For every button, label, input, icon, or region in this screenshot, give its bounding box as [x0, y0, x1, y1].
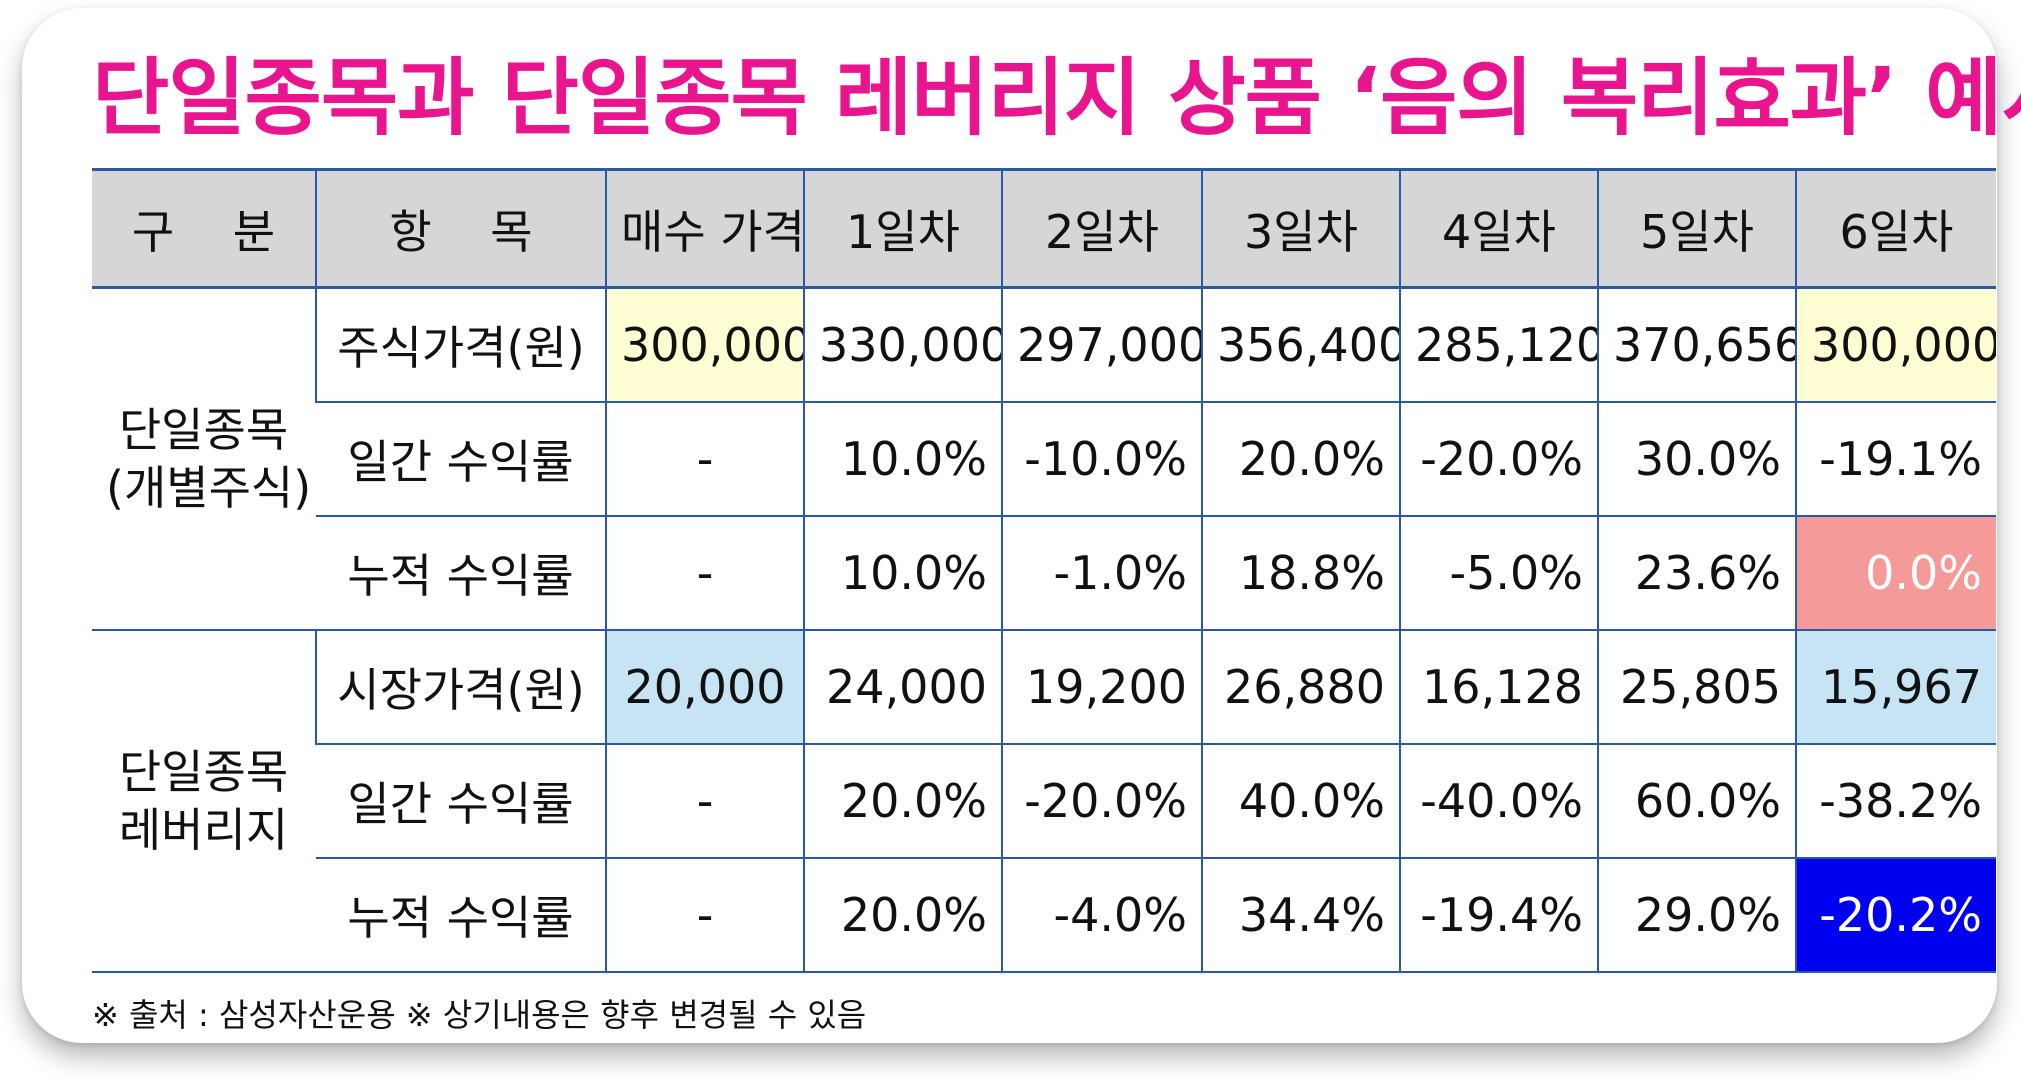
header-cell-day1: 1일차: [803, 168, 1002, 289]
cell-day3: 34.4%: [1201, 856, 1400, 973]
cell-day6: 300,000: [1795, 286, 1996, 403]
group-label-line1: 단일종목: [118, 744, 289, 799]
cell-buy-price: -: [605, 514, 804, 631]
cell-buy-price: -: [605, 742, 804, 859]
cell-day2: 19,200: [1001, 628, 1202, 745]
cell-day3: 40.0%: [1201, 742, 1400, 859]
group-label-line2: 레버리지: [118, 802, 289, 857]
group-label-single-stock: 단일종목 (개별주식): [92, 286, 316, 631]
cell-day2: 297,000: [1001, 286, 1202, 403]
card: 단일종목과 단일종목 레버리지 상품 ‘음의 복리효과’ 예시 구 분 항 목 …: [22, 8, 2021, 1043]
table-row: 단일종목 (개별주식) 주식가격(원) 300,000 330,000 297,…: [92, 286, 1996, 631]
cell-day4: 16,128: [1399, 628, 1598, 745]
cell-day4: -19.4%: [1399, 856, 1598, 973]
cell-day5: 29.0%: [1597, 856, 1796, 973]
cell-day6: -19.1%: [1795, 400, 1996, 517]
row-item-label: 일간 수익률: [316, 742, 606, 859]
table-row: 누적 수익률 - 10.0% -1.0% 18.8% -5.0% 23.6% 0…: [92, 514, 1996, 631]
page-title: 단일종목과 단일종목 레버리지 상품 ‘음의 복리효과’ 예시: [92, 49, 2021, 147]
header-cell-day6: 6일차: [1795, 168, 1996, 289]
header-cell-day4: 4일차: [1399, 168, 1598, 289]
cell-day2: -4.0%: [1001, 856, 1202, 973]
table-row: 일간 수익률 - 20.0% -20.0% 40.0% -40.0% 60.0%…: [92, 742, 1996, 859]
cell-day3: 26,880: [1201, 628, 1400, 745]
cell-day2: -20.0%: [1001, 742, 1202, 859]
group-label-line1: 단일종목: [118, 402, 289, 457]
row-item-label: 누적 수익률: [316, 514, 606, 631]
cell-day5: 370,656: [1597, 286, 1796, 403]
cell-day4: -20.0%: [1399, 400, 1598, 517]
group-label-leverage: 단일종목 레버리지: [92, 628, 316, 973]
cell-day6: -38.2%: [1795, 742, 1996, 859]
cell-day6: 15,967: [1795, 628, 1996, 745]
cell-buy-price: 20,000: [605, 628, 804, 745]
cell-day5: 23.6%: [1597, 514, 1796, 631]
cell-day1: 20.0%: [803, 742, 1002, 859]
header-cell-day3: 3일차: [1201, 168, 1400, 289]
row-item-label: 시장가격(원): [315, 628, 606, 745]
cell-day1: 20.0%: [803, 856, 1002, 973]
header-cell-item: 항 목: [315, 168, 606, 289]
table-row: 일간 수익률 - 10.0% -10.0% 20.0% -20.0% 30.0%…: [92, 400, 1996, 517]
cell-day3: 18.8%: [1201, 514, 1400, 631]
cell-day4: -5.0%: [1399, 514, 1598, 631]
header-cell-category: 구 분: [92, 168, 316, 289]
table-row: 누적 수익률 - 20.0% -4.0% 34.4% -19.4% 29.0% …: [92, 856, 1996, 973]
cell-day2: -1.0%: [1001, 514, 1202, 631]
comparison-table: 구 분 항 목 매수 가격 1일차 2일차 3일차 4일차 5일차 6일차 단일…: [92, 168, 1996, 973]
cell-day5: 25,805: [1597, 628, 1796, 745]
cell-buy-price: -: [605, 400, 804, 517]
cell-day4: -40.0%: [1399, 742, 1598, 859]
header-cell-buy-price: 매수 가격: [605, 168, 804, 289]
cell-day5: 60.0%: [1597, 742, 1796, 859]
cell-day4: 285,120: [1399, 286, 1598, 403]
cell-day6: -20.2%: [1795, 856, 1996, 973]
header-cell-day5: 5일차: [1597, 168, 1796, 289]
footnote: ※ 출처 : 삼성자산운용 ※ 상기내용은 향후 변경될 수 있음: [92, 996, 867, 1034]
cell-day1: 330,000: [803, 286, 1002, 403]
cell-buy-price: 300,000: [605, 286, 804, 403]
cell-day2: -10.0%: [1001, 400, 1202, 517]
row-item-label: 주식가격(원): [315, 286, 606, 403]
cell-day6: 0.0%: [1795, 514, 1996, 631]
group-label-line2: (개별주식): [106, 460, 312, 515]
cell-day3: 356,400: [1201, 286, 1400, 403]
table-row: 단일종목 레버리지 시장가격(원) 20,000 24,000 19,200 2…: [92, 628, 1996, 973]
header-row: 구 분 항 목 매수 가격 1일차 2일차 3일차 4일차 5일차 6일차: [92, 168, 1996, 289]
cell-day1: 10.0%: [803, 400, 1002, 517]
row-item-label: 누적 수익률: [316, 856, 606, 973]
header-cell-day2: 2일차: [1001, 168, 1202, 289]
cell-day1: 24,000: [803, 628, 1002, 745]
cell-day1: 10.0%: [803, 514, 1002, 631]
cell-buy-price: -: [605, 856, 804, 973]
cell-day3: 20.0%: [1201, 400, 1400, 517]
cell-day5: 30.0%: [1597, 400, 1796, 517]
row-item-label: 일간 수익률: [316, 400, 606, 517]
